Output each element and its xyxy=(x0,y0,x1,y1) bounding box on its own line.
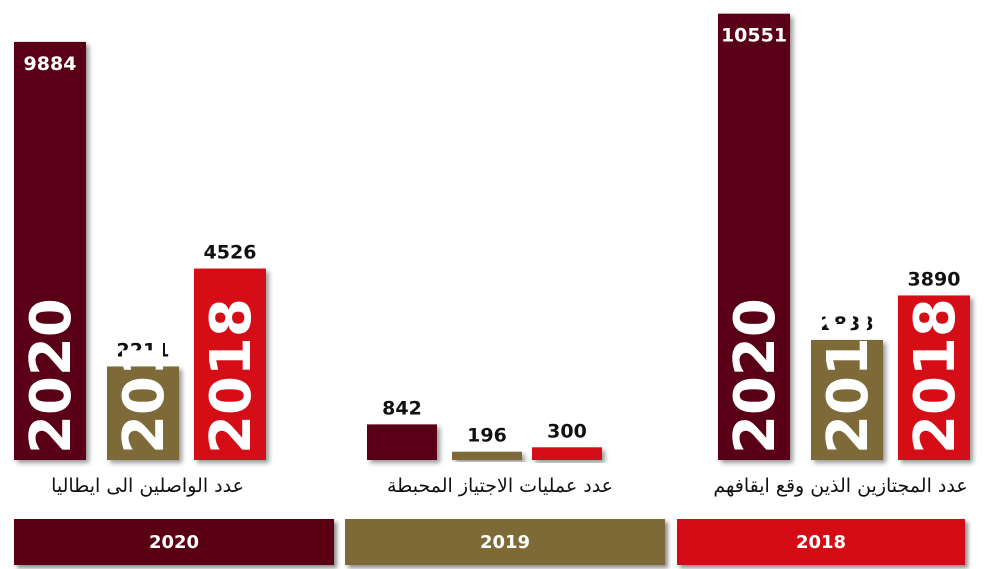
legend-2020: 2020 xyxy=(14,519,334,565)
bar-value-label: 300 xyxy=(547,420,587,442)
bar-value-label: 2838 xyxy=(821,313,874,335)
bar-value-label: 4526 xyxy=(204,242,257,264)
bar-1-2019 xyxy=(452,451,522,460)
bar-year-label: 2020 xyxy=(723,298,788,454)
bar-2-2019 xyxy=(811,339,883,460)
bar-value-label: 842 xyxy=(382,397,422,419)
bar-value-label: 3890 xyxy=(908,268,961,290)
bar-year-label: 2019 xyxy=(112,298,177,454)
bar-value-label: 2211 xyxy=(117,339,170,361)
bar-year-label: 2019 xyxy=(816,298,881,454)
bar-0-2020 xyxy=(14,41,86,460)
bar-1-2018 xyxy=(532,447,602,460)
bar-0-2019 xyxy=(107,366,179,460)
bar-year-label: 2018 xyxy=(199,298,264,454)
bar-2-2020 xyxy=(718,13,790,461)
bar-1-2020 xyxy=(367,424,437,460)
group-label-arrested-migrants: عدد المجتازين الذين وقع ايقافهم xyxy=(713,475,968,497)
bar-year-label: 2020 xyxy=(19,298,84,454)
legend-2018: 2018 xyxy=(677,519,965,565)
bar-year-label: 2018 xyxy=(903,298,968,454)
bar-value-label: 196 xyxy=(467,425,507,447)
bar-value-label: 10551 xyxy=(721,25,787,47)
legend-2019: 2019 xyxy=(345,519,665,565)
bar-value-label: 9884 xyxy=(24,53,77,75)
bar-2-2018 xyxy=(898,295,970,460)
group-label-arrivals-italy: عدد الواصلين الى ايطاليا xyxy=(51,475,244,497)
group-label-foiled-crossings: عدد عمليات الاجتياز المحبطة xyxy=(386,475,614,497)
bar-0-2018 xyxy=(194,268,266,460)
